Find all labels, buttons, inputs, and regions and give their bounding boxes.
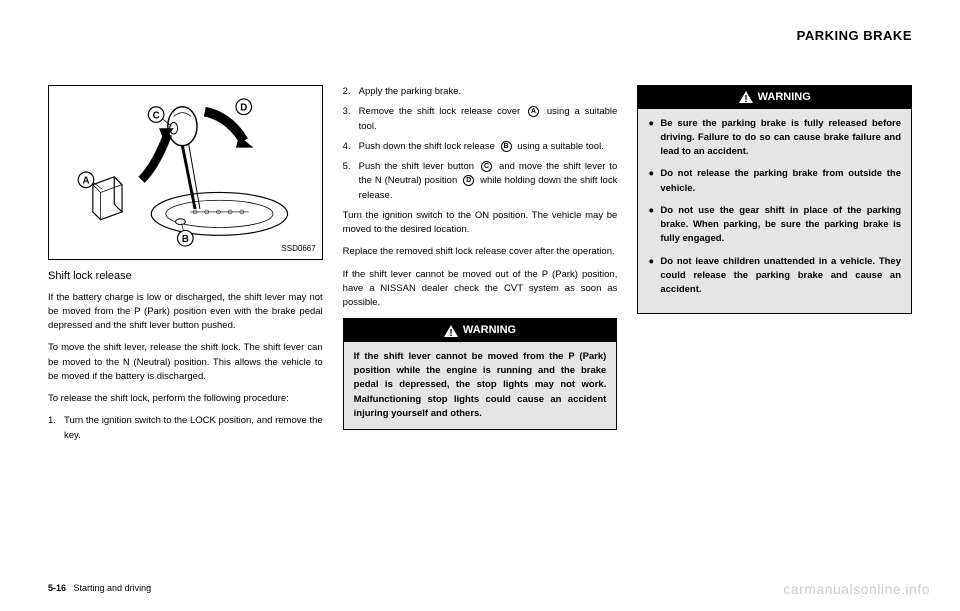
svg-text:!: ! <box>744 94 747 103</box>
warning-title: WARNING <box>463 322 516 339</box>
watermark: carmanualsonline.info <box>783 581 930 597</box>
warning-header: ! WARNING <box>344 319 617 342</box>
section-header: PARKING BRAKE <box>797 28 912 43</box>
svg-text:D: D <box>240 103 247 114</box>
label-b-inline: B <box>501 141 512 152</box>
warning-box-shift: ! WARNING If the shift lever cannot be m… <box>343 318 618 430</box>
step-number: 1. <box>48 414 64 443</box>
column-2: 2. Apply the parking brake. 3. Remove th… <box>343 85 618 449</box>
svg-text:A: A <box>82 176 89 187</box>
step5-part-a: Push the shift lever button <box>359 161 478 172</box>
para-procedure-intro: To release the shift lock, perform the f… <box>48 392 323 406</box>
step4-part-b: using a suitable tool. <box>515 141 604 152</box>
para-replace-cover: Replace the removed shift lock release c… <box>343 245 618 259</box>
svg-text:!: ! <box>449 328 452 337</box>
warning-item: ●Do not use the gear shift in place of t… <box>648 204 901 247</box>
step-number: 3. <box>343 105 359 134</box>
label-c-inline: C <box>481 161 492 172</box>
svg-text:B: B <box>182 234 189 245</box>
step-3: 3. Remove the shift lock release cover A… <box>343 105 618 134</box>
step-number: 4. <box>343 140 359 154</box>
para-dealer-check: If the shift lever cannot be moved out o… <box>343 268 618 311</box>
bullet-icon: ● <box>648 204 660 247</box>
warning-triangle-icon: ! <box>739 91 753 103</box>
step-1: 1. Turn the ignition switch to the LOCK … <box>48 414 323 443</box>
column-3: ! WARNING ●Be sure the parking brake is … <box>637 85 912 449</box>
step-text: Turn the ignition switch to the LOCK pos… <box>64 414 323 443</box>
warning-item: ●Do not leave children unattended in a v… <box>648 255 901 298</box>
warning-header: ! WARNING <box>638 86 911 109</box>
step-text: Push the shift lever button C and move t… <box>359 160 618 203</box>
warning-text: Do not release the parking brake from ou… <box>660 167 901 196</box>
step-text: Remove the shift lock release cover A us… <box>359 105 618 134</box>
warning-triangle-icon: ! <box>444 325 458 337</box>
label-a-inline: A <box>528 106 539 117</box>
para-ignition-on: Turn the ignition switch to the ON posit… <box>343 209 618 238</box>
bullet-icon: ● <box>648 117 660 160</box>
step-number: 5. <box>343 160 359 203</box>
warning-box-parking: ! WARNING ●Be sure the parking brake is … <box>637 85 912 314</box>
shift-lock-diagram: A B C D SSD0667 <box>48 85 323 260</box>
svg-text:C: C <box>153 110 160 121</box>
figure-caption: SSD0667 <box>281 243 315 255</box>
label-d-inline: D <box>463 175 474 186</box>
step-number: 2. <box>343 85 359 99</box>
step-5: 5. Push the shift lever button C and mov… <box>343 160 618 203</box>
step3-part-a: Remove the shift lock release cover <box>359 106 525 117</box>
page-footer: 5-16 Starting and driving <box>48 583 151 593</box>
step-2: 2. Apply the parking brake. <box>343 85 618 99</box>
columns-container: A B C D SSD0667 Shift lock release If th… <box>48 85 912 449</box>
warning-item: ●Do not release the parking brake from o… <box>648 167 901 196</box>
step-4: 4. Push down the shift lock release B us… <box>343 140 618 154</box>
warning-title: WARNING <box>758 89 811 106</box>
warning-item: ●Be sure the parking brake is fully rele… <box>648 117 901 160</box>
para-battery: If the battery charge is low or discharg… <box>48 291 323 334</box>
para-move-lever: To move the shift lever, release the shi… <box>48 341 323 384</box>
diagram-svg: A B C D <box>49 86 322 259</box>
column-1: A B C D SSD0667 Shift lock release If th… <box>48 85 323 449</box>
page-number: 5-16 <box>48 583 66 593</box>
manual-page: PARKING BRAKE <box>0 0 960 611</box>
warning-body: If the shift lever cannot be moved from … <box>344 342 617 429</box>
shift-lock-heading: Shift lock release <box>48 268 323 285</box>
step-text: Apply the parking brake. <box>359 85 618 99</box>
warning-text: Do not leave children unattended in a ve… <box>660 255 901 298</box>
bullet-icon: ● <box>648 255 660 298</box>
step4-part-a: Push down the shift lock release <box>359 141 498 152</box>
bullet-icon: ● <box>648 167 660 196</box>
warning-body: ●Be sure the parking brake is fully rele… <box>638 109 911 314</box>
warning-text: Be sure the parking brake is fully relea… <box>660 117 901 160</box>
footer-section: Starting and driving <box>74 583 152 593</box>
warning-text: Do not use the gear shift in place of th… <box>660 204 901 247</box>
step-text: Push down the shift lock release B using… <box>359 140 618 154</box>
